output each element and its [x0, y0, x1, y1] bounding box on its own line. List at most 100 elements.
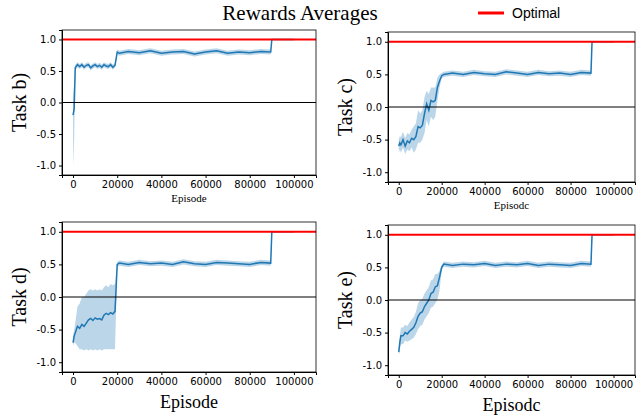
x-tick-mark	[399, 182, 400, 185]
y-tick-label: 0.0	[366, 295, 382, 306]
y-tick-label: 0.5	[40, 259, 56, 270]
confidence-band	[73, 232, 294, 351]
y-tick-label: 1.0	[40, 226, 56, 237]
x-tick-label: 100000	[275, 179, 313, 190]
y-tick-mark	[385, 42, 388, 43]
y-tick-mark	[59, 166, 62, 167]
chart-root: Rewards Averages020000400006000080000100…	[0, 0, 640, 419]
reference-line	[62, 231, 316, 233]
reference-line	[62, 102, 316, 103]
x-tick-label: 80000	[555, 186, 587, 197]
confidence-band	[399, 235, 614, 356]
y-tick-label: -0.5	[362, 327, 382, 338]
x-axis: 020000400006000080000100000	[63, 175, 317, 190]
x-tick-mark	[206, 372, 207, 375]
y-tick-mark	[59, 297, 62, 298]
series-line	[399, 235, 614, 352]
series-line	[73, 39, 294, 115]
y-tick: -1.0	[36, 160, 62, 171]
reference-line	[388, 300, 635, 301]
y-tick-label: -1.0	[362, 167, 382, 178]
x-axis-line	[389, 183, 636, 186]
x-tick: 20000	[426, 182, 458, 197]
x-tick-mark	[614, 375, 615, 378]
x-tick-mark	[399, 375, 400, 378]
y-tick: 1.0	[366, 36, 388, 47]
x-tick-mark	[571, 375, 572, 378]
y-tick-mark	[59, 330, 62, 331]
y-tick-label: -0.5	[362, 134, 382, 145]
x-axis-line	[63, 373, 317, 376]
x-tick-mark	[528, 182, 529, 185]
x-tick-label: 0	[70, 376, 76, 387]
x-tick: 40000	[469, 375, 501, 390]
x-tick-mark	[294, 372, 295, 375]
x-axis: 020000400006000080000100000	[389, 375, 636, 390]
series-line	[73, 232, 294, 343]
x-tick: 80000	[234, 372, 266, 387]
x-tick: 100000	[275, 175, 313, 190]
y-tick-mark	[385, 107, 388, 108]
y-tick-mark	[385, 333, 388, 334]
y-tick-mark	[59, 71, 62, 72]
x-tick-label: 80000	[555, 379, 587, 390]
x-tick-label: 0	[70, 179, 76, 190]
y-tick: 0.0	[366, 295, 388, 306]
y-tick-label: 1.0	[366, 229, 382, 240]
y-tick: 0.5	[40, 259, 62, 270]
x-tick-label: 0	[396, 379, 402, 390]
y-tick-mark	[385, 172, 388, 173]
plot-area	[388, 42, 635, 154]
x-tick: 0	[70, 372, 76, 387]
x-tick-label: 40000	[469, 186, 501, 197]
x-tick: 0	[70, 175, 76, 190]
x-axis: 020000400006000080000100000	[389, 182, 636, 197]
x-tick-mark	[442, 182, 443, 185]
plot-area	[62, 39, 316, 165]
x-tick: 80000	[555, 375, 587, 390]
x-axis-title: Episodc	[494, 199, 530, 211]
y-tick: 0.5	[366, 69, 388, 80]
y-tick-label: 0.5	[40, 66, 56, 77]
y-tick-mark	[59, 103, 62, 104]
y-tick: 1.0	[40, 226, 62, 237]
x-tick-mark	[206, 175, 207, 178]
y-tick: 0.0	[40, 97, 62, 108]
y-tick: 1.0	[366, 229, 388, 240]
y-tick: 0.0	[366, 102, 388, 113]
x-tick-label: 100000	[595, 379, 633, 390]
legend-label: Optimal	[512, 5, 560, 21]
x-tick-label: 60000	[190, 376, 222, 387]
x-tick-mark	[117, 175, 118, 178]
x-tick-label: 60000	[190, 179, 222, 190]
y-tick: -1.0	[36, 357, 62, 368]
y-axis-line	[59, 31, 63, 176]
y-tick-label: -1.0	[362, 360, 382, 371]
legend: Optimal	[478, 5, 560, 21]
x-tick-label: 40000	[146, 179, 178, 190]
frame	[388, 225, 635, 375]
y-tick-label: 0.0	[366, 102, 382, 113]
x-axis: 020000400006000080000100000	[63, 372, 317, 387]
x-tick: 40000	[469, 182, 501, 197]
y-tick: -0.5	[36, 129, 62, 140]
x-tick: 60000	[190, 175, 222, 190]
y-axis-title: Task c)	[334, 78, 357, 136]
x-axis-line	[63, 176, 317, 179]
x-tick-label: 80000	[234, 179, 266, 190]
y-tick-mark	[385, 267, 388, 268]
reference-line	[388, 107, 635, 108]
y-axis: -1.0-0.50.00.51.0	[362, 226, 388, 376]
y-tick-label: -0.5	[36, 129, 56, 140]
y-tick: -0.5	[36, 324, 62, 335]
y-axis: -1.0-0.50.00.51.0	[36, 223, 62, 373]
x-axis-title: Episodc	[483, 395, 541, 415]
y-tick-label: 1.0	[366, 36, 382, 47]
x-tick-mark	[73, 372, 74, 375]
x-tick: 80000	[234, 175, 266, 190]
x-tick-mark	[614, 182, 615, 185]
y-tick-mark	[385, 140, 388, 141]
y-tick-mark	[59, 264, 62, 265]
x-tick-label: 60000	[512, 379, 544, 390]
x-tick: 80000	[555, 182, 587, 197]
